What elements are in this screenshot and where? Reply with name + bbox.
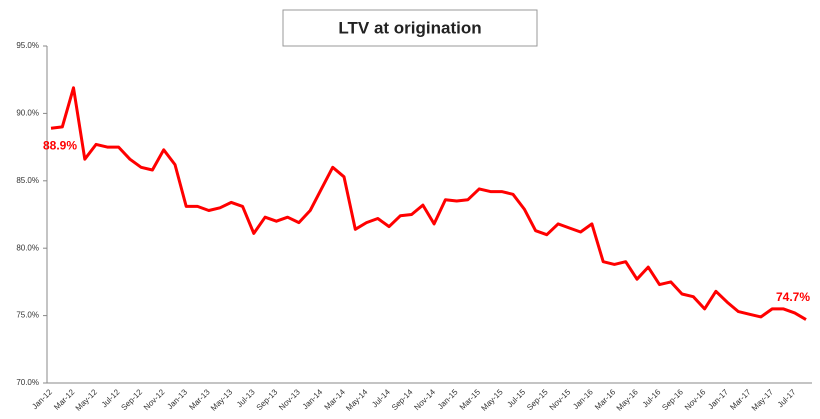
- x-tick-label: Sep-16: [660, 387, 685, 412]
- y-tick-label: 90.0%: [16, 109, 39, 118]
- x-tick-label: Mar-15: [458, 387, 483, 412]
- x-tick-label: Mar-12: [52, 387, 77, 412]
- data-label: 74.7%: [776, 290, 810, 304]
- x-tick-label: May-15: [479, 387, 505, 413]
- x-tick-label: Jan-12: [30, 387, 54, 411]
- x-tick-label: Nov-16: [683, 387, 708, 412]
- x-tick-label: Sep-13: [255, 387, 280, 412]
- y-tick-label: 70.0%: [16, 378, 39, 387]
- x-tick-label: Nov-13: [277, 387, 302, 412]
- x-tick-label: Nov-14: [412, 387, 437, 412]
- x-tick-label: May-16: [615, 387, 641, 413]
- x-tick-label: Sep-14: [390, 387, 415, 412]
- title-box: [282, 9, 538, 47]
- x-tick-label: Nov-15: [548, 387, 573, 412]
- y-tick-label: 75.0%: [16, 311, 39, 320]
- y-tick-label: 95.0%: [16, 41, 39, 50]
- y-tick-label: 80.0%: [16, 243, 39, 252]
- x-tick-label: Jul-17: [776, 387, 798, 409]
- x-tick-label: Jan-16: [571, 387, 595, 411]
- x-tick-label: Jan-13: [165, 387, 189, 411]
- y-tick-label: 85.0%: [16, 176, 39, 185]
- x-tick-label: May-12: [74, 387, 100, 413]
- chart-title: LTV at origination: [338, 18, 481, 37]
- x-tick-label: Jan-15: [436, 387, 460, 411]
- x-tick-label: Jan-17: [706, 387, 730, 411]
- line: [50, 86, 807, 321]
- data-label: 88.9%: [43, 138, 77, 152]
- x-tick-label: May-17: [750, 387, 776, 413]
- x-tick-label: Sep-15: [525, 387, 550, 412]
- x-tick-label: Sep-12: [119, 387, 144, 412]
- x-tick-label: May-13: [209, 387, 235, 413]
- x-tick-label: May-14: [344, 387, 370, 413]
- x-tick-label: Mar-16: [593, 387, 618, 412]
- x-tick-label: Mar-17: [728, 387, 753, 412]
- x-tick-label: Mar-13: [187, 387, 212, 412]
- x-tick-label: Mar-14: [323, 387, 348, 412]
- x-tick-label: Jan-14: [301, 387, 325, 411]
- x-tick-label: Nov-12: [142, 387, 167, 412]
